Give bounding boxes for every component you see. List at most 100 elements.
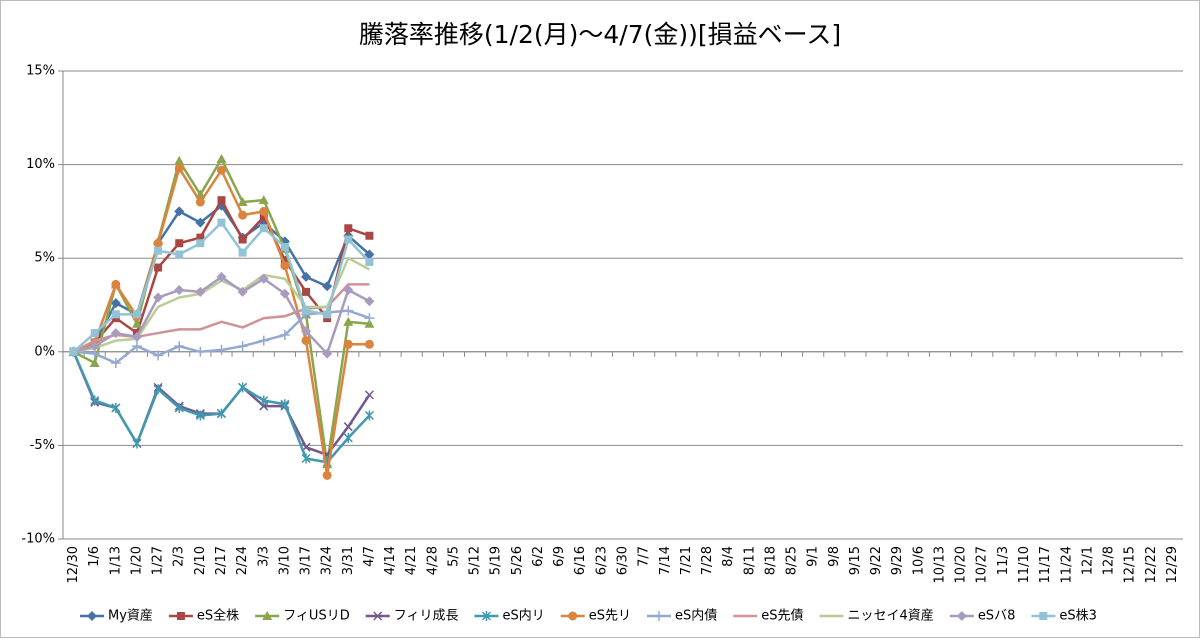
legend-label: My資産 <box>108 608 153 624</box>
marker <box>373 611 383 621</box>
y-tick-label: 5% <box>34 251 55 266</box>
legend-label: eS先債 <box>761 609 803 624</box>
marker <box>174 163 184 173</box>
marker <box>90 395 100 406</box>
x-tick-label: 7/7 <box>637 546 652 567</box>
x-tick-label: 11/3 <box>996 546 1011 575</box>
marker <box>365 231 374 240</box>
marker <box>279 329 290 340</box>
y-tick-label: 15% <box>26 64 55 79</box>
marker <box>323 310 332 319</box>
x-tick-label: 9/22 <box>869 546 884 575</box>
x-tick-label: 1/13 <box>108 546 123 575</box>
x-tick-label: 12/29 <box>1165 546 1180 583</box>
x-tick-label: 2/17 <box>214 546 229 575</box>
marker <box>258 335 269 346</box>
marker <box>322 348 333 359</box>
marker <box>258 273 269 284</box>
x-tick-label: 2/10 <box>193 546 208 575</box>
marker <box>301 336 311 346</box>
marker <box>153 384 163 395</box>
y-tick-label: -5% <box>30 438 55 453</box>
legend-label: eS株3 <box>1059 609 1097 624</box>
x-tick-label: 12/15 <box>1123 546 1138 583</box>
marker <box>196 233 205 242</box>
x-tick-label: 3/31 <box>341 546 356 575</box>
marker <box>87 611 97 621</box>
x-tick-label: 9/29 <box>890 546 905 575</box>
x-tick-label: 3/17 <box>299 546 314 575</box>
marker <box>301 453 311 464</box>
x-tick-label: 11/17 <box>1038 546 1053 583</box>
chart-title: 騰落率推移(1/2(月)～4/7(金))[損益ベース] <box>359 20 841 49</box>
marker <box>322 281 333 292</box>
marker <box>302 287 311 296</box>
marker <box>343 305 354 316</box>
x-tick-label: 9/1 <box>806 546 821 567</box>
marker <box>174 285 185 296</box>
legend-item: eS先リ <box>560 609 631 624</box>
x-tick-label: 8/25 <box>785 546 800 575</box>
legend-item: eSバ8 <box>949 609 1015 624</box>
x-tick-label: 12/30 <box>66 546 81 583</box>
marker <box>69 347 78 356</box>
x-tick-label: 9/8 <box>827 546 842 567</box>
x-tick-label: 11/24 <box>1059 546 1074 583</box>
legend-item: eS内債 <box>647 608 717 624</box>
legend-item: ニッセイ4資産 <box>819 608 934 624</box>
x-tick-label: 8/4 <box>721 546 736 567</box>
marker <box>259 224 268 233</box>
x-tick-label: 4/28 <box>425 546 440 575</box>
marker <box>481 611 491 621</box>
legend-item: eS先債 <box>733 609 804 624</box>
x-tick-label: 4/14 <box>383 546 398 575</box>
marker <box>175 250 184 259</box>
x-tick-label: 4/7 <box>362 546 377 567</box>
marker <box>216 271 227 282</box>
marker <box>111 279 121 289</box>
x-tick-label: 6/30 <box>616 546 631 575</box>
marker <box>110 358 121 369</box>
marker <box>343 422 353 432</box>
marker <box>343 285 354 296</box>
x-tick-label: 6/2 <box>531 546 546 567</box>
marker <box>174 155 185 165</box>
legend-label: eS内債 <box>675 608 717 624</box>
x-tick-label: 2/24 <box>235 546 250 575</box>
x-tick-label: 4/21 <box>404 546 419 575</box>
marker <box>132 310 141 319</box>
x-tick-label: 2/3 <box>172 546 187 567</box>
marker <box>365 257 374 266</box>
marker <box>90 329 99 338</box>
marker <box>111 402 121 413</box>
marker <box>131 341 142 352</box>
marker <box>280 242 289 251</box>
marker <box>132 438 142 449</box>
marker <box>238 382 248 393</box>
marker <box>175 239 184 248</box>
marker <box>217 218 226 227</box>
marker <box>364 296 375 307</box>
marker <box>195 286 206 297</box>
x-tick-label: 1/20 <box>129 546 144 575</box>
legend-item: My資産 <box>80 608 153 624</box>
marker <box>176 612 185 620</box>
marker <box>195 346 206 357</box>
marker <box>154 246 163 255</box>
x-tick-label: 3/24 <box>320 546 335 575</box>
marker <box>131 318 142 328</box>
marker <box>301 271 312 282</box>
x-tick-label: 8/11 <box>742 546 757 575</box>
marker <box>279 288 290 299</box>
marker <box>195 410 205 421</box>
marker <box>216 165 226 175</box>
marker <box>216 344 227 355</box>
x-tick-label: 5/19 <box>489 546 504 575</box>
marker <box>217 196 226 205</box>
marker <box>195 217 206 228</box>
x-tick-label: 3/10 <box>277 546 292 575</box>
x-tick-label: 3/3 <box>256 546 271 567</box>
marker <box>238 210 248 220</box>
marker <box>259 213 268 222</box>
